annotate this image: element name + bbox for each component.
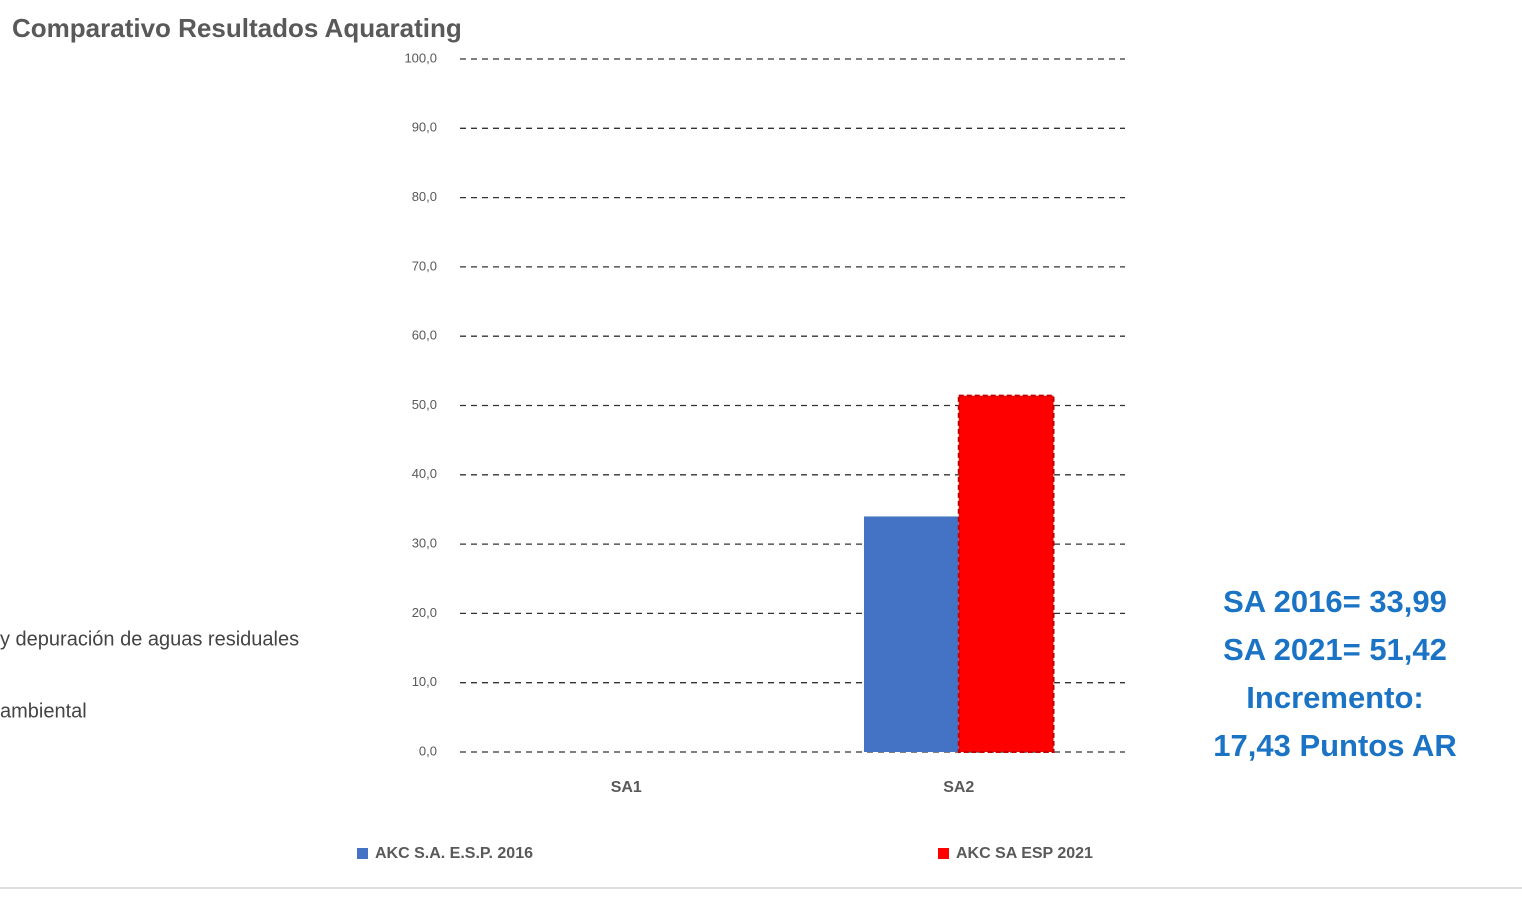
- legend-swatch: [357, 848, 368, 859]
- legend-label: AKC SA ESP 2021: [956, 845, 1093, 862]
- annotation: Incremento:: [1246, 680, 1423, 715]
- y-tick-label: 70,0: [412, 258, 437, 273]
- y-tick-label: 90,0: [412, 120, 437, 135]
- legend-label: AKC S.A. E.S.P. 2016: [375, 845, 533, 862]
- chart-title: Comparativo Resultados Aquarating: [12, 13, 462, 43]
- y-tick-label: 30,0: [412, 536, 437, 551]
- legend-swatch: [938, 848, 949, 859]
- x-tick-label: SA1: [611, 779, 642, 796]
- annotation: SA 2021= 51,42: [1223, 632, 1447, 667]
- y-tick-label: 0,0: [419, 743, 437, 758]
- y-tick-label: 100,0: [404, 50, 437, 65]
- annotation: 17,43 Puntos AR: [1213, 728, 1456, 763]
- y-tick-label: 40,0: [412, 466, 437, 481]
- bar: [957, 394, 1055, 753]
- y-tick-label: 20,0: [412, 605, 437, 620]
- y-tick-label: 10,0: [412, 674, 437, 689]
- y-tick-label: 60,0: [412, 328, 437, 343]
- y-tick-label: 50,0: [412, 397, 437, 412]
- side-text: y depuración de aguas residuales: [0, 628, 299, 650]
- annotation: SA 2016= 33,99: [1223, 584, 1447, 619]
- bar: [863, 516, 959, 752]
- side-text: ambiental: [0, 700, 87, 722]
- x-tick-label: SA2: [943, 779, 974, 796]
- y-tick-label: 80,0: [412, 189, 437, 204]
